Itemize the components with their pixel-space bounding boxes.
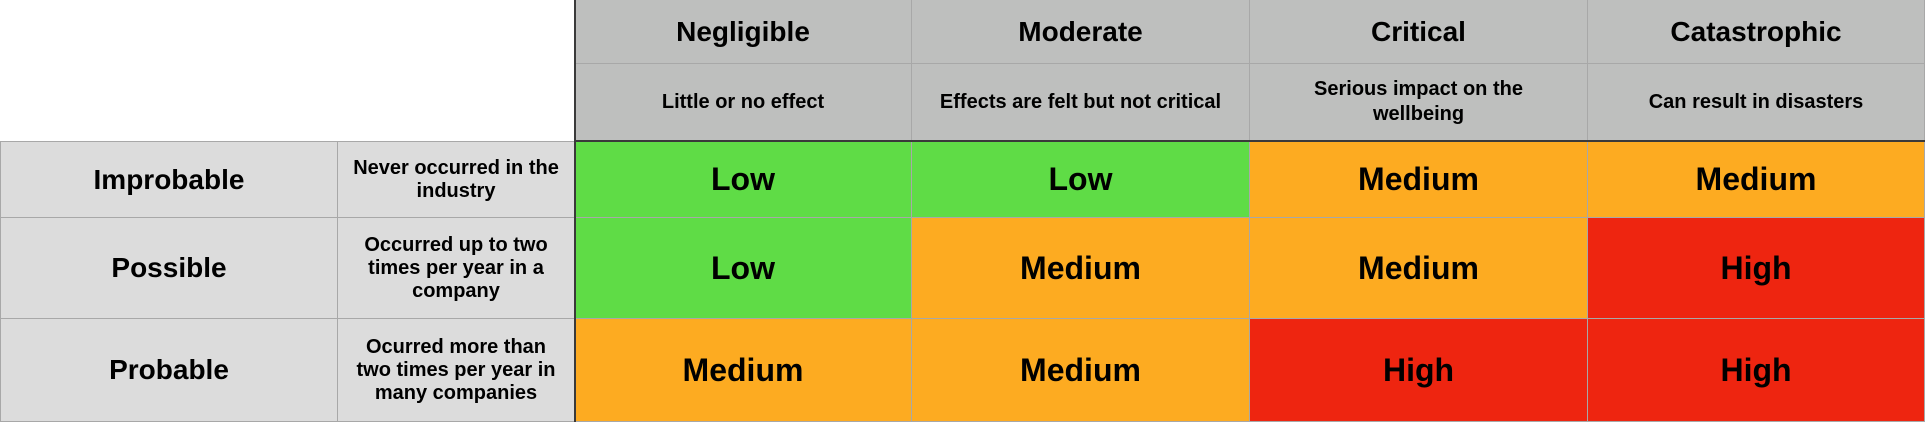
risk-cell-improbable-moderate: Low [912, 141, 1250, 218]
risk-cell-probable-critical: High [1250, 319, 1588, 422]
risk-cell-improbable-critical: Medium [1250, 141, 1588, 218]
column-header-catastrophic: Catastrophic [1588, 0, 1925, 64]
row-header-probable: Probable [0, 319, 338, 422]
matrix-horizontal-divider [574, 140, 1925, 142]
matrix-vertical-divider [574, 0, 576, 422]
column-header-moderate: Moderate [912, 0, 1250, 64]
risk-cell-improbable-catastrophic: Medium [1588, 141, 1925, 218]
risk-cell-probable-moderate: Medium [912, 319, 1250, 422]
column-description-moderate: Effects are felt but not critical [912, 64, 1250, 141]
column-description-catastrophic: Can result in disasters [1588, 64, 1925, 141]
risk-cell-possible-negligible: Low [575, 218, 912, 319]
column-description-critical: Serious impact on the wellbeing [1250, 64, 1588, 141]
risk-cell-probable-negligible: Medium [575, 319, 912, 422]
column-description-negligible: Little or no effect [575, 64, 912, 141]
column-header-negligible: Negligible [575, 0, 912, 64]
row-description-possible: Occurred up to two times per year in a c… [338, 218, 575, 319]
row-header-improbable: Improbable [0, 141, 338, 218]
risk-cell-possible-critical: Medium [1250, 218, 1588, 319]
row-description-probable: Ocurred more than two times per year in … [338, 319, 575, 422]
risk-cell-possible-catastrophic: High [1588, 218, 1925, 319]
column-header-critical: Critical [1250, 0, 1588, 64]
risk-cell-probable-catastrophic: High [1588, 319, 1925, 422]
risk-cell-improbable-negligible: Low [575, 141, 912, 218]
row-description-improbable: Never occurred in the industry [338, 141, 575, 218]
row-header-possible: Possible [0, 218, 338, 319]
risk-cell-possible-moderate: Medium [912, 218, 1250, 319]
